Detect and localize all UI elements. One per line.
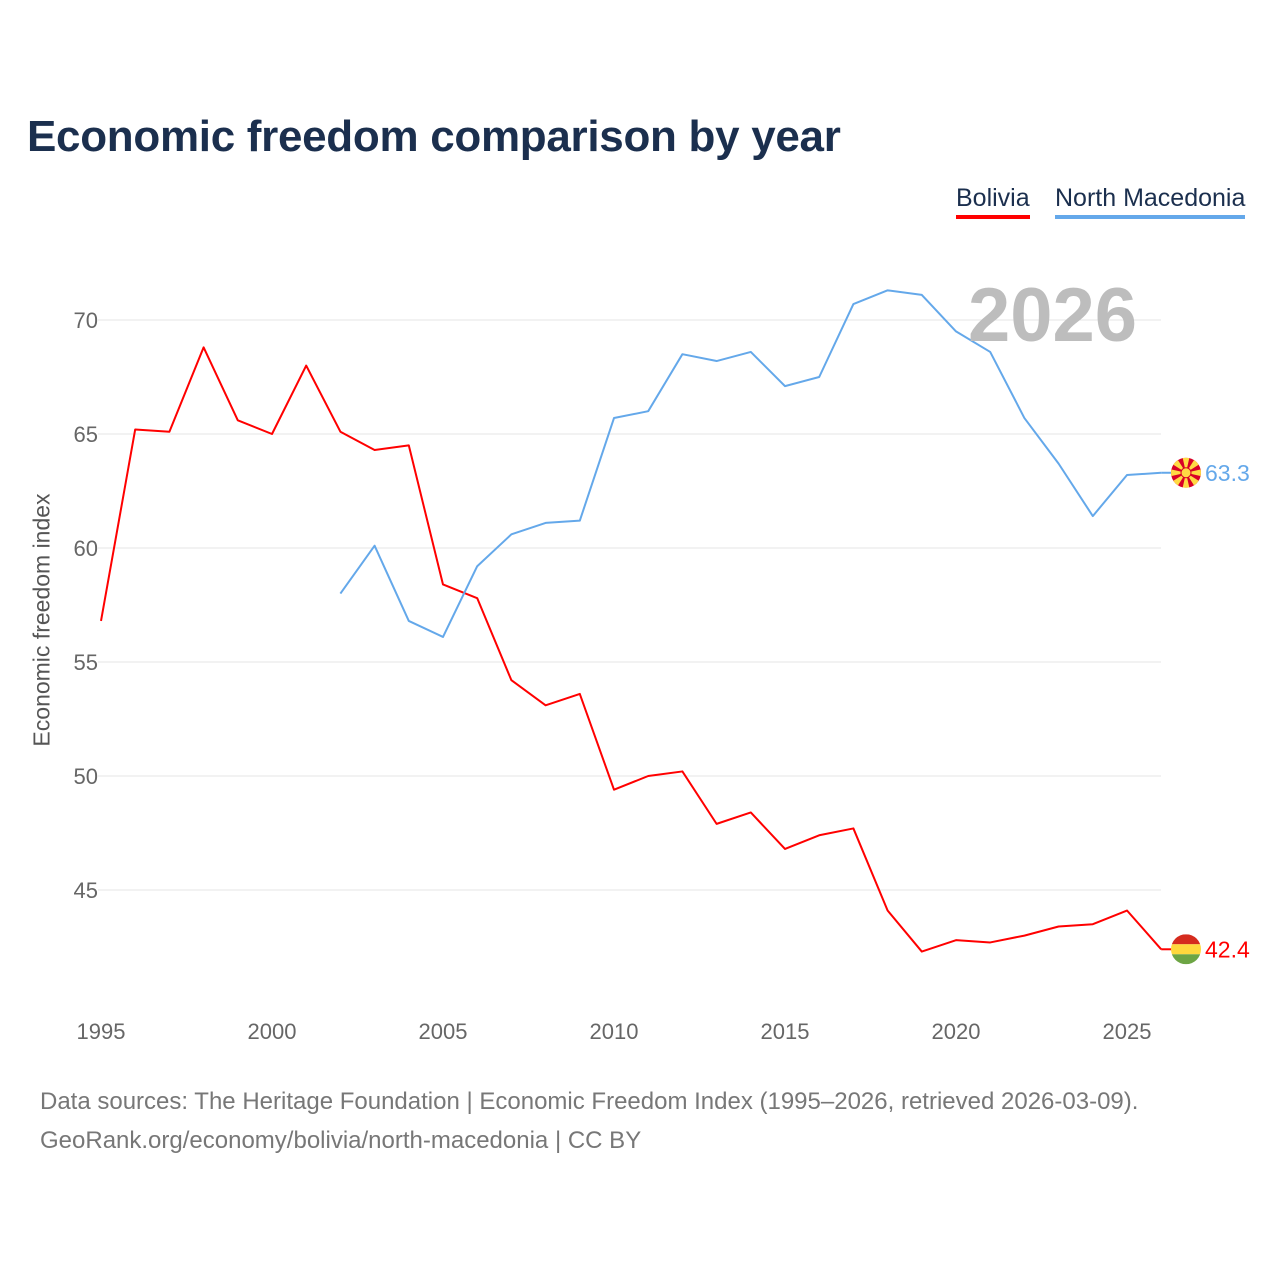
- series-line-bolivia: [100, 346, 1162, 953]
- bolivia-flag-icon: [1171, 934, 1201, 965]
- x-tick-label: 2025: [1103, 1019, 1152, 1044]
- x-tick-label: 2010: [590, 1019, 639, 1044]
- flag-graphic: [1171, 934, 1201, 965]
- x-tick-label: 2020: [932, 1019, 981, 1044]
- y-tick-label: 55: [74, 650, 98, 675]
- flag-ray: [1171, 468, 1186, 478]
- series-line-north-macedonia: [339, 289, 1162, 638]
- flag-stripe-yellow: [1171, 944, 1201, 955]
- end-value-label: 63.3: [1205, 460, 1250, 486]
- flag-sun: [1180, 467, 1192, 479]
- north-macedonia-flag-icon: [1171, 457, 1201, 488]
- legend-bolivia[interactable]: Bolivia: [956, 184, 1030, 219]
- y-tick-label: 50: [74, 764, 98, 789]
- attribution-note: GeoRank.org/economy/bolivia/north-macedo…: [40, 1127, 642, 1154]
- flag-ray: [1181, 457, 1191, 473]
- flag-stripe-green: [1171, 954, 1201, 965]
- y-tick-label: 65: [74, 422, 98, 447]
- flag-graphic: [1171, 457, 1201, 488]
- chart-title: Economic freedom comparison by year: [27, 112, 841, 161]
- flag-ray: [1181, 472, 1191, 488]
- x-tick-label: 2000: [248, 1019, 297, 1044]
- flag-stripe-red: [1171, 934, 1201, 945]
- y-tick-label: 60: [74, 536, 98, 561]
- y-tick-label: 45: [74, 878, 98, 903]
- x-tick-label: 1995: [77, 1019, 126, 1044]
- flag-ray: [1186, 468, 1201, 478]
- legend-north-macedonia[interactable]: North Macedonia: [1055, 184, 1246, 219]
- data-source-note: Data sources: The Heritage Foundation | …: [40, 1088, 1139, 1115]
- end-value-label: 42.4: [1205, 936, 1250, 962]
- year-watermark: 2026: [968, 273, 1138, 358]
- x-tick-label: 2005: [419, 1019, 468, 1044]
- y-tick-label: 70: [74, 308, 98, 333]
- x-tick-label: 2015: [761, 1019, 810, 1044]
